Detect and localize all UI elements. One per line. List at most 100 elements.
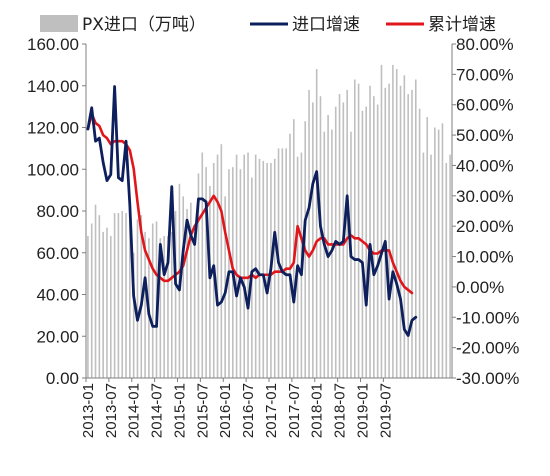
bar: [167, 236, 169, 378]
y-left-tick-label: 40.00: [36, 286, 79, 305]
bar: [331, 129, 333, 378]
y-right-tick-label: -30.00%: [456, 369, 519, 388]
bar: [285, 148, 287, 379]
y-left-tick-label: 60.00: [36, 244, 79, 263]
bar: [182, 196, 185, 378]
bar: [220, 144, 223, 378]
y-right-tick-label: 70.00%: [456, 65, 514, 84]
bar: [132, 252, 135, 378]
y-right-tick-label: 60.00%: [456, 96, 514, 115]
bar: [163, 236, 165, 378]
bar: [357, 83, 360, 378]
bar: [109, 236, 112, 378]
bar: [361, 110, 364, 379]
y-right-tick-label: -20.00%: [456, 339, 519, 358]
bar: [159, 238, 162, 378]
bar: [90, 223, 93, 378]
bar: [346, 89, 348, 379]
x-tick-label: 2019-07: [377, 383, 394, 438]
bar: [395, 69, 398, 379]
legend-swatch-bars: [40, 15, 78, 32]
x-tick-label: 2017-07: [286, 383, 303, 438]
bar: [98, 215, 101, 378]
bar: [113, 213, 116, 378]
bar: [243, 154, 246, 378]
bar: [369, 85, 371, 378]
bar: [266, 162, 268, 378]
x-tick-label: 2014-01: [126, 383, 143, 438]
y-left-tick-label: 20.00: [36, 327, 79, 346]
bar: [129, 202, 131, 378]
legend-label-bars: PX进口（万吨）: [82, 15, 206, 35]
x-tick-label: 2013-01: [80, 383, 97, 438]
bar: [174, 211, 177, 378]
y-left-tick-label: 120.00: [27, 119, 79, 138]
bar: [414, 79, 417, 379]
y-left-tick-label: 160.00: [27, 35, 79, 54]
bar: [144, 231, 146, 379]
y-left-tick-label: 100.00: [27, 160, 79, 179]
axes-group: 0.00 20.00 40.00 60.00 80.00 100.00 120.00 140.…: [27, 35, 519, 438]
lines-group: [86, 85, 418, 337]
bar: [399, 85, 402, 378]
bar: [449, 154, 451, 378]
bar: [254, 154, 257, 378]
x-tick-label: 2016-07: [240, 383, 257, 438]
y-left-tick-label: 140.00: [27, 77, 79, 96]
bar: [411, 89, 413, 379]
bar: [247, 152, 249, 378]
x-tick-label: 2013-07: [103, 383, 120, 438]
bar: [239, 169, 242, 378]
bar: [407, 94, 409, 378]
legend-label-cumulative-growth: 累计增速: [428, 15, 496, 35]
bar: [197, 173, 200, 378]
bar: [384, 87, 387, 378]
bar: [365, 106, 368, 379]
y-left-tick-label: 80.00: [36, 202, 79, 221]
bar: [190, 202, 192, 378]
bar: [422, 152, 425, 378]
bar: [323, 131, 326, 378]
bar: [430, 154, 432, 378]
y-right-tick-label: 30.00%: [456, 187, 514, 206]
bar: [392, 64, 394, 379]
bar: [308, 89, 310, 379]
bar: [403, 75, 406, 378]
legend-label-import-growth: 进口增速: [292, 15, 360, 35]
bar: [380, 64, 383, 379]
legend: PX进口（万吨） 进口增速 累计增速: [40, 15, 496, 35]
bar: [373, 96, 375, 378]
bar: [117, 213, 120, 378]
cumulative-growth-line: [86, 112, 414, 295]
bar: [426, 117, 429, 378]
bar: [125, 213, 127, 378]
y-left-tick-label: 0.00: [46, 369, 79, 388]
bar: [151, 223, 154, 378]
y-right-tick-label: 0.00%: [456, 278, 504, 297]
bar: [235, 154, 238, 378]
import-growth-line: [86, 85, 418, 337]
bar: [312, 102, 314, 378]
x-tick-label: 2018-01: [309, 383, 326, 438]
bar: [437, 129, 440, 378]
bar: [445, 162, 448, 378]
bar: [102, 231, 104, 379]
y-right-tick-label: 50.00%: [456, 126, 514, 145]
bar: [186, 208, 188, 378]
bar: [262, 160, 265, 378]
bar: [136, 219, 139, 378]
bar: [209, 185, 211, 378]
x-tick-label: 2019-01: [354, 383, 371, 438]
bar: [201, 152, 204, 378]
x-tick-label: 2015-01: [171, 383, 188, 438]
bar: [193, 231, 196, 379]
bar: [170, 231, 173, 379]
bar: [281, 148, 284, 379]
x-tick-label: 2015-07: [194, 383, 211, 438]
x-tick-label: 2016-01: [217, 383, 234, 438]
bar: [258, 158, 261, 378]
bar: [388, 83, 390, 378]
bar: [94, 204, 97, 378]
